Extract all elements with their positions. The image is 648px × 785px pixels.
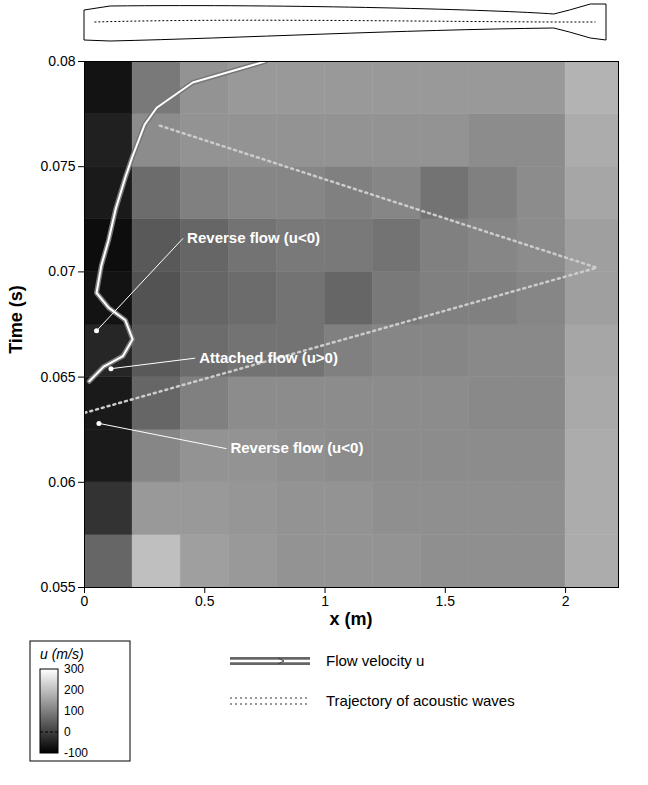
- svg-text:100: 100: [64, 704, 84, 718]
- svg-text:300: 300: [64, 662, 84, 676]
- svg-text:0.5: 0.5: [195, 593, 215, 609]
- svg-text:0: 0: [64, 725, 71, 739]
- svg-text:Reverse flow (u<0): Reverse flow (u<0): [230, 439, 363, 456]
- svg-text:0.06: 0.06: [48, 474, 75, 490]
- svg-text:0.07: 0.07: [48, 263, 75, 279]
- html-text:x (m): x (m): [329, 609, 373, 629]
- svg-text:Flow velocity u: Flow velocity u: [326, 652, 424, 669]
- html-text:Time (s): Time (s): [5, 285, 26, 354]
- svg-text:Reverse flow (u<0): Reverse flow (u<0): [187, 229, 320, 246]
- svg-text:0.065: 0.065: [40, 369, 75, 385]
- svg-text:1.5: 1.5: [436, 593, 456, 609]
- svg-text:1: 1: [321, 593, 329, 609]
- svg-text:0.075: 0.075: [40, 158, 75, 174]
- svg-text:u (m/s): u (m/s): [40, 646, 84, 662]
- svg-text:-100: -100: [64, 746, 88, 760]
- svg-text:0.08: 0.08: [48, 53, 75, 69]
- svg-text:Attached flow (u>0): Attached flow (u>0): [199, 349, 338, 366]
- svg-text:200: 200: [64, 683, 84, 697]
- svg-text:2: 2: [562, 593, 570, 609]
- svg-text:0: 0: [81, 593, 89, 609]
- svg-text:0.055: 0.055: [40, 579, 75, 595]
- svg-text:Trajectory of acoustic waves: Trajectory of acoustic waves: [326, 692, 515, 709]
